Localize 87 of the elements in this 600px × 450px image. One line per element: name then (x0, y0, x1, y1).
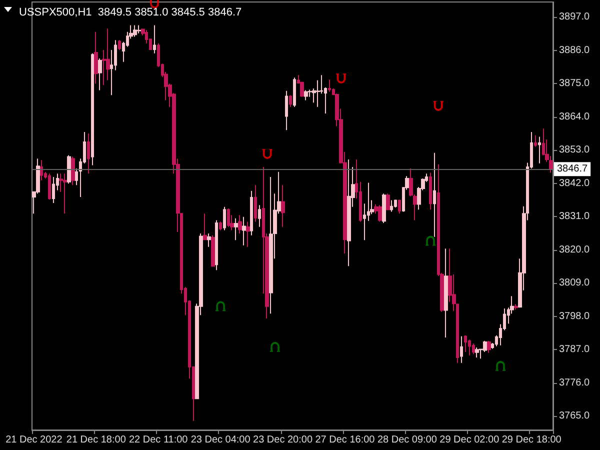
candlestick (269, 176, 273, 314)
candlestick (444, 248, 448, 338)
candlestick (219, 221, 222, 231)
candlestick (52, 176, 55, 204)
candlestick (227, 208, 230, 228)
x-tick-label: 27 Dec 16:00 (315, 434, 376, 446)
candlestick (258, 204, 261, 228)
candlestick (429, 172, 432, 210)
candlestick (293, 77, 296, 108)
candlestick (215, 220, 218, 271)
candlestick (234, 218, 238, 241)
candlestick (91, 52, 94, 166)
point (496, 360, 506, 371)
x-tick-label: 23 Dec 04:00 (190, 434, 251, 446)
candlestick (133, 24, 137, 38)
x-tick-label: 21 Dec 18:00 (66, 434, 126, 446)
candlestick (250, 190, 253, 236)
candlestick (514, 304, 518, 310)
candlestick (118, 40, 121, 51)
ref-line-label: 3846.7 (557, 164, 588, 175)
chart-title: USSPX500,H1 3849.5 3851.0 3845.5 3846.7 (19, 6, 242, 18)
candlestick (289, 94, 292, 108)
y-tick-label: 3853.0 (559, 144, 590, 156)
candlestick (98, 58, 102, 91)
candlestick (386, 193, 390, 211)
candlestick (475, 346, 479, 358)
candlestick (242, 216, 246, 246)
point (270, 342, 280, 352)
candlestick (390, 200, 393, 212)
candlestick (211, 234, 215, 268)
candlestick (40, 160, 43, 181)
candlestick (207, 233, 211, 248)
candlestick (394, 199, 397, 208)
candlestick (75, 168, 78, 186)
y-tick-label: 3864.0 (559, 111, 590, 122)
candlestick (378, 204, 382, 222)
x-tick-label: 23 Dec 20:00 (253, 434, 313, 446)
candlestick (433, 152, 436, 238)
point (262, 149, 272, 160)
y-tick-label: 3776.0 (559, 377, 590, 388)
y-tick-label: 3897.0 (559, 12, 590, 23)
y-tick-label: 3831.0 (559, 211, 590, 222)
candlestick (328, 79, 331, 92)
y-tick-label: 3886.0 (559, 44, 590, 56)
y-tick-label: 3798.0 (559, 310, 590, 322)
candlestick (281, 184, 285, 228)
candlestick (398, 199, 401, 214)
candlestick (347, 158, 351, 267)
candlestick (254, 184, 257, 222)
candlestick (153, 24, 156, 54)
candlestick (534, 134, 537, 148)
candlestick (137, 24, 141, 34)
candlestick (106, 28, 110, 81)
candlestick (538, 136, 541, 164)
candlestick (63, 173, 67, 214)
y-tick-label: 3787.0 (559, 344, 590, 356)
point (426, 236, 436, 246)
y-tick-label: 3765.0 (559, 410, 590, 422)
point (216, 301, 226, 312)
candlestick (223, 206, 226, 231)
candlestick (87, 132, 90, 174)
candlestick (487, 340, 491, 354)
candlestick (94, 31, 98, 84)
x-tick-label: 21 Dec 2022 (6, 434, 63, 446)
candlestick (71, 156, 75, 186)
point (433, 100, 444, 111)
candlestick (203, 213, 207, 241)
y-tick-label: 3809.0 (559, 278, 590, 289)
candlestick (382, 193, 386, 224)
candlestick (472, 343, 475, 355)
candlestick (67, 154, 71, 184)
y-tick-label: 3842.0 (559, 178, 590, 189)
x-tick-label: 28 Dec 09:00 (377, 434, 438, 446)
candlestick (285, 90, 288, 131)
y-tick-label: 3875.0 (559, 78, 590, 90)
candlestick (238, 214, 242, 234)
candlestick (464, 334, 467, 353)
point (336, 73, 346, 84)
candlestick (304, 90, 308, 101)
x-tick-label: 29 Dec 18:00 (502, 434, 562, 446)
candlestick (246, 221, 250, 248)
candlestick (48, 173, 51, 200)
y-tick-label: 3820.0 (559, 244, 590, 256)
x-tick-label: 22 Dec 11:00 (128, 434, 188, 446)
x-tick-label: 29 Dec 02:00 (440, 434, 500, 446)
candlestick (468, 339, 471, 356)
candlestick (460, 336, 463, 364)
